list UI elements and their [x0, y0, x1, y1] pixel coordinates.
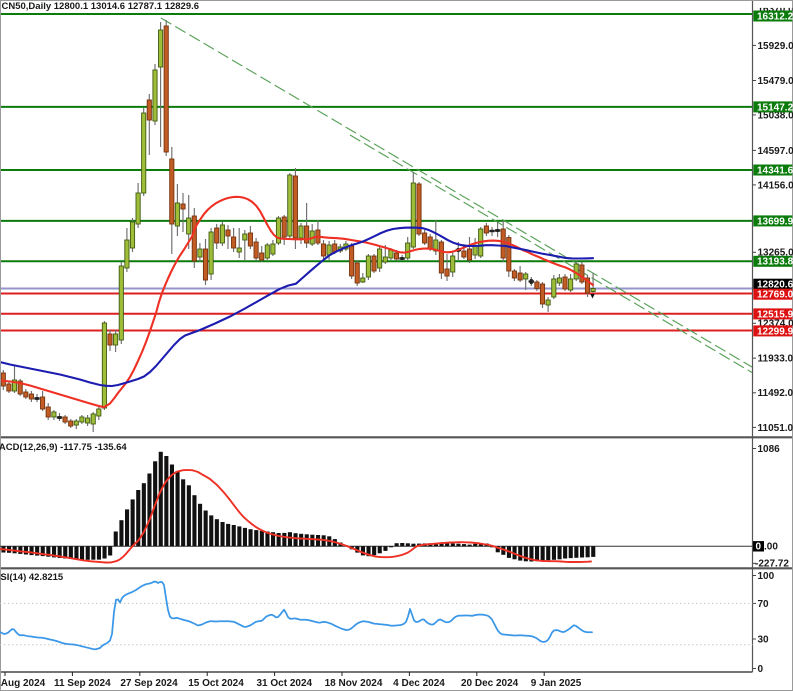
svg-text:14156.0: 14156.0: [758, 180, 793, 191]
svg-text:13193.8: 13193.8: [757, 257, 793, 268]
svg-text:15 Oct 2024: 15 Oct 2024: [188, 678, 244, 689]
svg-text:4 Dec 2024: 4 Dec 2024: [393, 678, 445, 689]
svg-text:100: 100: [758, 571, 775, 582]
svg-text:MACD(12,26,9) -117.75 -135.64: MACD(12,26,9) -117.75 -135.64: [0, 442, 127, 453]
svg-text:18 Nov 2024: 18 Nov 2024: [325, 678, 383, 689]
svg-text:15929.0: 15929.0: [758, 41, 793, 52]
svg-text:12820.6: 12820.6: [757, 280, 793, 291]
svg-text:12515.9: 12515.9: [757, 309, 793, 320]
svg-text:11492.0: 11492.0: [758, 388, 793, 399]
svg-text:20 Dec 2024: 20 Dec 2024: [461, 678, 519, 689]
svg-text:0: 0: [758, 664, 764, 675]
svg-text:31 Oct 2024: 31 Oct 2024: [256, 678, 312, 689]
svg-text:9 Jan 2025: 9 Jan 2025: [531, 678, 582, 689]
svg-text:12374.0: 12374.0: [758, 319, 793, 330]
svg-text:12769.0: 12769.0: [757, 290, 793, 301]
svg-text:15147.2: 15147.2: [757, 102, 793, 113]
svg-text:15479.0: 15479.0: [758, 76, 793, 87]
svg-text:11051.0: 11051.0: [758, 423, 793, 434]
svg-text:CN50,Daily 12800.1 13014.6 12: CN50,Daily 12800.1 13014.6 12787.1 12829…: [2, 1, 200, 12]
svg-text:27 Sep 2024: 27 Sep 2024: [120, 678, 178, 689]
svg-text:12299.9: 12299.9: [757, 326, 793, 337]
svg-text:14597.0: 14597.0: [758, 146, 793, 157]
svg-text:13265.0: 13265.0: [758, 248, 793, 259]
svg-text:11 Sep 2024: 11 Sep 2024: [54, 678, 111, 689]
svg-text:RSI(14) 42.8215: RSI(14) 42.8215: [0, 572, 64, 583]
svg-text:30: 30: [758, 634, 770, 645]
svg-text:15038.0: 15038.0: [758, 110, 793, 121]
svg-text:.00: .00: [764, 542, 778, 553]
svg-text:13699.9: 13699.9: [757, 216, 793, 227]
svg-text:14341.6: 14341.6: [757, 165, 793, 176]
svg-text:0: 0: [756, 542, 762, 553]
svg-text:Aug 2024: Aug 2024: [1, 678, 46, 689]
svg-text:11933.0: 11933.0: [758, 354, 793, 365]
svg-text:16312.2: 16312.2: [757, 11, 793, 22]
svg-text:70: 70: [758, 599, 770, 610]
svg-text:1086: 1086: [758, 444, 781, 455]
svg-text:-227.72: -227.72: [755, 559, 789, 570]
